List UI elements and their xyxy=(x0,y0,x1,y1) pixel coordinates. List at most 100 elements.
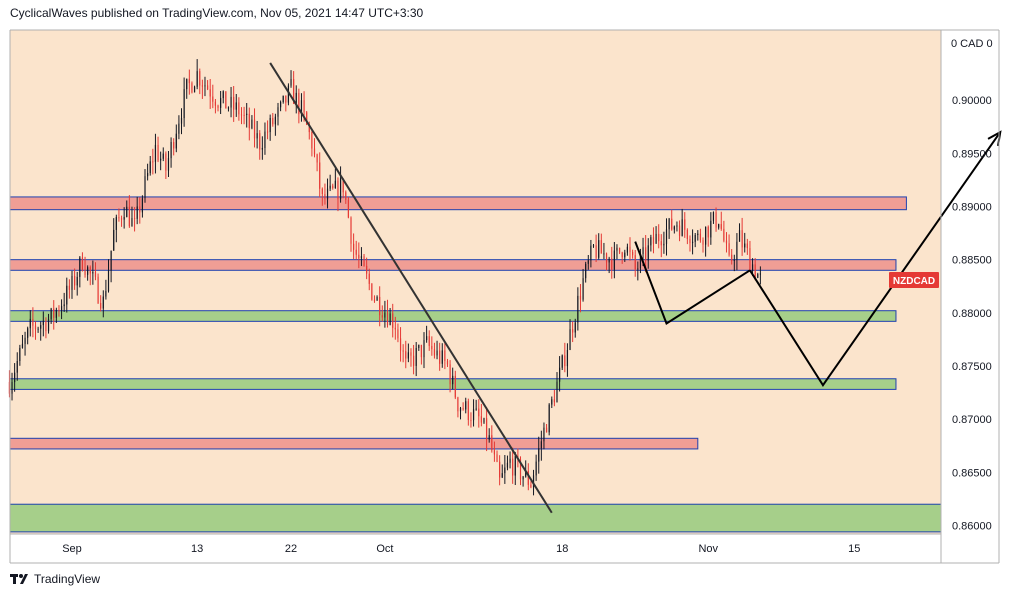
candle-body xyxy=(180,118,183,124)
candle-body xyxy=(499,461,501,478)
candle-body xyxy=(371,283,373,300)
candle-body xyxy=(178,123,180,134)
candle-body xyxy=(293,79,295,104)
publisher-header: CyclicalWaves published on TradingView.c… xyxy=(10,6,424,20)
candle-body xyxy=(501,473,503,478)
x-tick-label: 15 xyxy=(848,543,860,555)
candle-body xyxy=(34,325,37,330)
candle-body xyxy=(616,247,618,251)
candle-body xyxy=(431,345,433,350)
candle-body xyxy=(574,322,576,333)
y-tick-label: 0.86000 xyxy=(952,520,992,532)
symbol-badge-bg xyxy=(889,272,939,288)
candle-body xyxy=(705,226,707,245)
candle-body xyxy=(598,240,600,258)
candle-body xyxy=(256,133,258,139)
y-tick-label: 0.86500 xyxy=(952,467,992,479)
candle-body xyxy=(605,253,608,263)
candle-body xyxy=(332,185,334,189)
candle-body xyxy=(757,274,759,278)
candle-body xyxy=(728,243,730,255)
candle-body xyxy=(345,192,347,200)
candle-body xyxy=(603,253,605,255)
candle-body xyxy=(543,427,545,442)
candle-body xyxy=(89,267,91,274)
candle-body xyxy=(113,229,115,251)
candle-body xyxy=(673,226,675,230)
candle-body xyxy=(741,230,743,248)
candle-body xyxy=(131,218,133,227)
candle-body xyxy=(149,161,151,174)
candle-body xyxy=(71,275,73,290)
candle-body xyxy=(384,312,386,318)
candle-body xyxy=(637,268,639,270)
candle-body xyxy=(214,101,217,106)
candle-body xyxy=(14,372,16,383)
x-tick-label: Nov xyxy=(698,543,718,555)
candle-body xyxy=(642,247,644,255)
candle-body xyxy=(512,458,514,476)
candle-body xyxy=(193,86,196,93)
candle-body xyxy=(561,355,563,368)
candle-body xyxy=(608,258,610,263)
candle-body xyxy=(715,212,717,228)
currency-label: 0 CAD 0 xyxy=(951,38,993,50)
candle-body xyxy=(60,306,63,312)
candle-body xyxy=(751,264,754,272)
candle-body xyxy=(355,249,357,255)
candle-body xyxy=(16,361,18,373)
candle-body xyxy=(553,399,555,403)
candle-body xyxy=(58,309,60,312)
candle-body xyxy=(566,349,569,367)
x-tick-label: Sep xyxy=(62,543,82,555)
candle-body xyxy=(496,454,498,462)
plot-background xyxy=(10,30,941,534)
candle-body xyxy=(472,409,475,421)
candle-body xyxy=(29,318,31,329)
candle-body xyxy=(285,95,287,103)
tradingview-logo[interactable]: TradingView xyxy=(10,572,100,586)
candle-body xyxy=(665,229,668,244)
double-bottom-pattern xyxy=(634,241,751,325)
candle-body xyxy=(423,340,425,358)
candle-body xyxy=(74,275,76,286)
candle-body xyxy=(298,92,300,115)
candle-body xyxy=(465,401,467,410)
candle-body xyxy=(102,296,104,309)
candle-body xyxy=(697,233,699,236)
candle-body xyxy=(691,241,694,244)
candle-body xyxy=(736,241,738,260)
candle-body xyxy=(97,276,99,304)
candle-body xyxy=(324,194,326,200)
candle-body xyxy=(183,89,185,119)
symbol-label: NZDCAD xyxy=(893,276,935,287)
candle-body xyxy=(94,271,97,277)
candle-body xyxy=(457,397,459,412)
y-axis[interactable]: 0.86000 0.86500 0.87000 0.87500 0.88000 0.885… xyxy=(952,95,992,532)
candle-body xyxy=(209,89,211,97)
candle-body xyxy=(206,85,209,90)
candle-body xyxy=(629,246,631,252)
candle-body xyxy=(55,309,57,318)
candle-body xyxy=(493,450,496,455)
candle-body xyxy=(123,216,125,220)
candle-body xyxy=(441,350,443,364)
candle-body xyxy=(545,427,548,433)
candle-body xyxy=(639,254,642,269)
candle-body xyxy=(32,318,34,326)
candle-body xyxy=(587,260,589,264)
candle-body xyxy=(686,229,688,239)
candle-body xyxy=(188,78,190,84)
candle-body xyxy=(376,296,378,301)
candle-body xyxy=(525,471,527,477)
x-axis[interactable]: Sep1322Oct18Nov15Dec xyxy=(62,543,1009,555)
candle-body xyxy=(405,351,407,359)
candle-body xyxy=(446,360,449,365)
candle-body xyxy=(329,185,331,189)
candle-body xyxy=(397,329,399,339)
candle-body xyxy=(373,299,376,301)
candle-body xyxy=(449,364,451,385)
candle-body xyxy=(220,98,222,108)
candle-body xyxy=(420,345,423,358)
